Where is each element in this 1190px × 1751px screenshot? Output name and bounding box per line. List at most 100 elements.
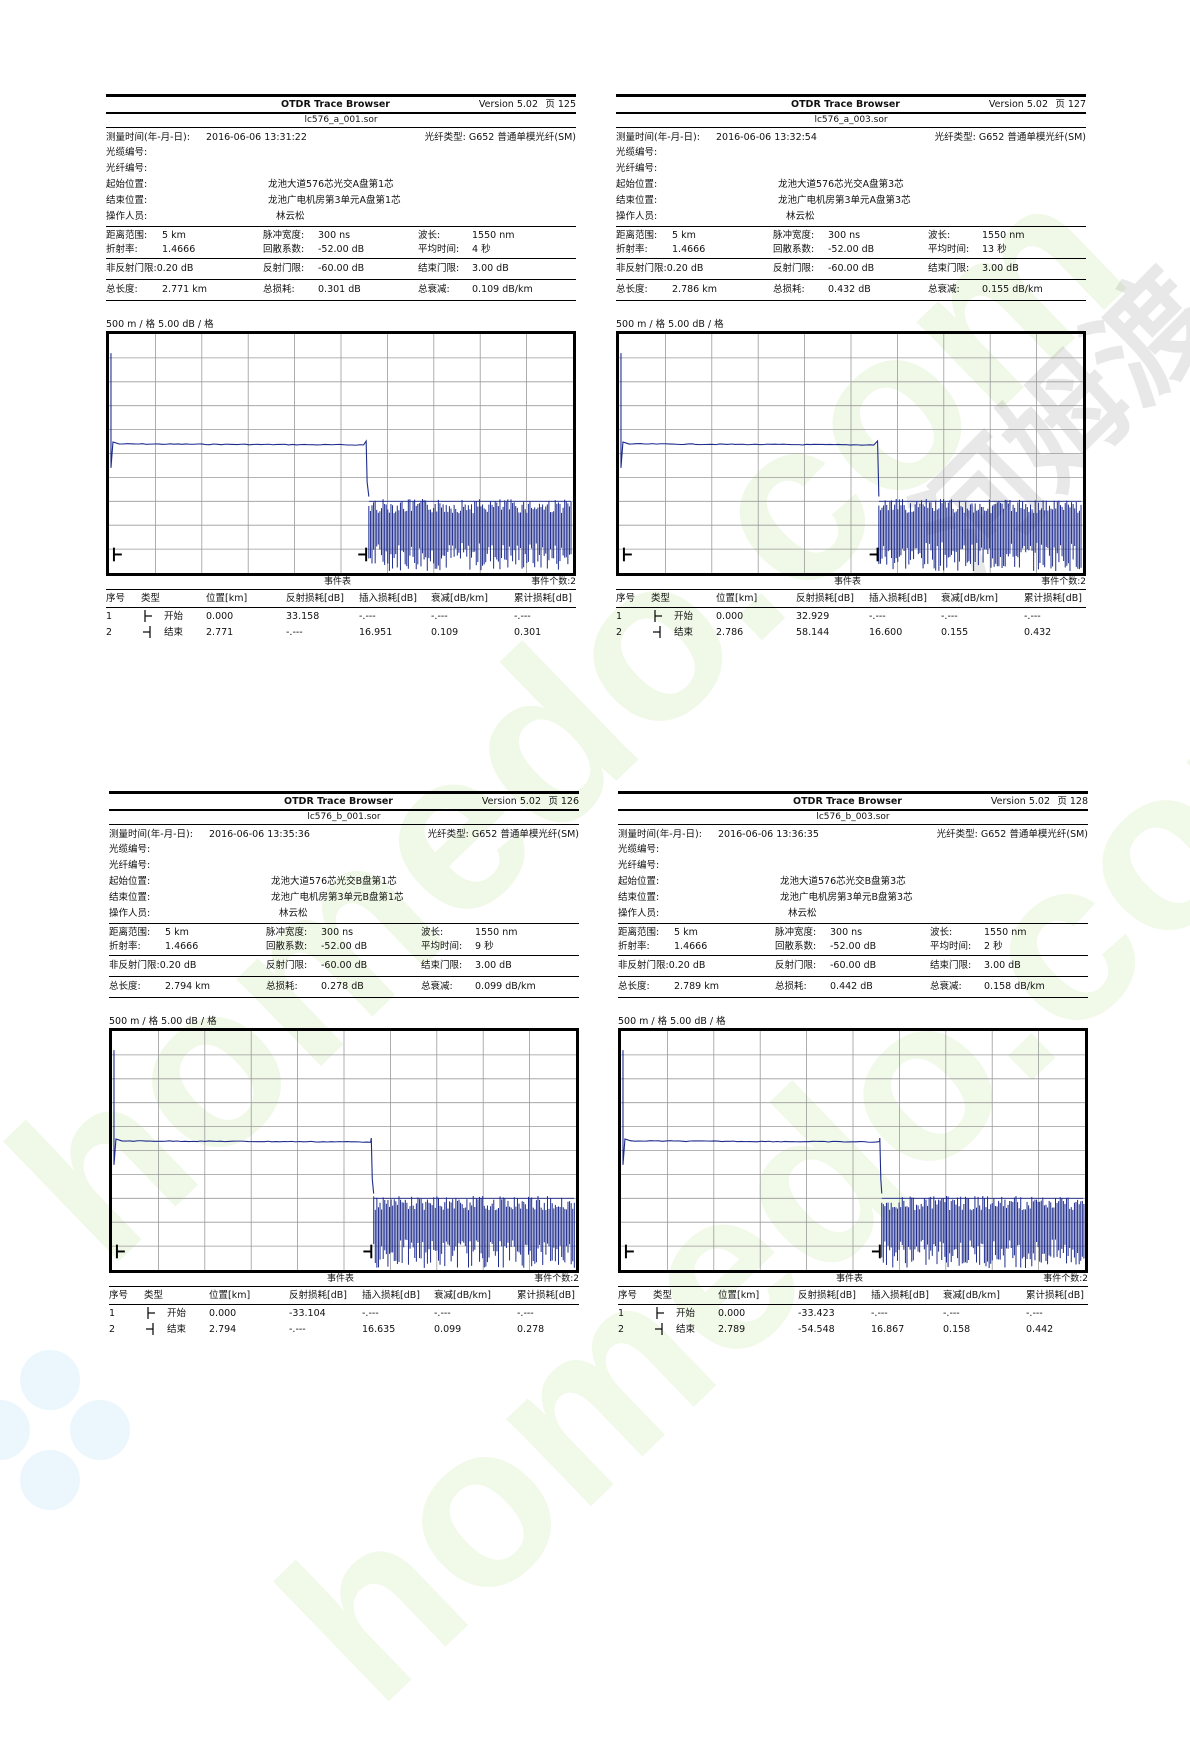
event-reflectance: 58.144 [796,627,830,638]
event-insertion-loss: 16.951 [359,627,393,638]
test-parameters: 距离范围: 5 km 脉冲宽度: 300 ns 波长: 1550 nm 折射率:… [106,226,576,258]
label-refl-threshold: 反射门限: [775,960,817,971]
col-reflectance: 反射损耗[dB] [289,1290,347,1301]
label-end-location: 结束位置: [618,892,660,903]
col-cumulative-loss: 累计损耗[dB] [1024,593,1082,604]
total-length: 2.786 km [672,284,717,295]
event-row: 1 开始 0.000 -33.104 -.--- -.--- -.--- [109,1305,579,1321]
start-event-icon [147,1307,155,1319]
label-wavelength: 波长: [418,230,441,241]
label-range: 距离范围: [616,230,658,241]
version-label: Version 5.02 [988,99,1048,110]
label-wavelength: 波长: [421,927,444,938]
app-title: OTDR Trace Browser [791,99,900,110]
noise-floor [878,498,1082,571]
start-marker [112,547,122,562]
col-cumulative-loss: 累计损耗[dB] [517,1290,575,1301]
measurement-info: 测量时间(年-月-日): 2016-06-06 13:31:22 光纤类型: G… [106,127,576,226]
label-total-length: 总长度: [616,284,648,295]
event-cumulative-loss: 0.442 [1026,1324,1054,1335]
chart-scale-label: 500 m / 格 5.00 dB / 格 [109,1016,217,1027]
refractive-index: 1.4666 [162,244,196,255]
col-no: 序号 [109,1290,129,1301]
label-range: 距离范围: [109,927,151,938]
event-insertion-loss: 16.600 [869,627,903,638]
event-attenuation: -.--- [943,1308,960,1319]
event-table-caption: 事件表 事件个数:2 [616,576,1086,589]
label-backscatter: 回散系数: [263,244,305,255]
label-ior: 折射率: [106,244,138,255]
label-time: 测量时间(年-月-日): [616,132,700,143]
event-reflectance: -.--- [289,1324,306,1335]
section-rule [109,997,579,998]
summary-totals: 总长度: 2.786 km 总损耗: 0.432 dB 总衰减: 0.155 d… [616,279,1086,300]
label-wavelength: 波长: [930,927,953,938]
label-refl-threshold: 反射门限: [266,960,308,971]
otdr-trace-chart [109,1028,579,1273]
nonreflective-threshold: 非反射门限:0.20 dB [618,960,706,971]
event-reflectance: -33.423 [798,1308,835,1319]
nonreflective-threshold: 非反射门限:0.20 dB [616,263,704,274]
event-cumulative-loss: 0.278 [517,1324,545,1335]
backscatter-coef: -52.00 dB [321,941,368,952]
fiber-type: 光纤类型: G652 普通单模光纤(SM) [424,132,576,143]
event-position: 2.771 [206,627,234,638]
measurement-info: 测量时间(年-月-日): 2016-06-06 13:32:54 光纤类型: G… [616,127,1086,226]
total-loss: 0.301 dB [318,284,361,295]
col-type: 类型 [144,1290,164,1301]
col-type: 类型 [651,593,671,604]
event-type: 开始 [164,611,184,622]
event-insertion-loss: -.--- [359,611,376,622]
event-table-header: 序号 类型 位置[km] 反射损耗[dB] 插入损耗[dB] 衰减[dB/km]… [106,589,576,608]
label-backscatter: 回散系数: [266,941,308,952]
end-event-icon [146,1323,154,1335]
event-table-header: 序号 类型 位置[km] 反射损耗[dB] 插入损耗[dB] 衰减[dB/km]… [616,589,1086,608]
label-end-location: 结束位置: [616,195,658,206]
average-time: 13 秒 [982,244,1007,255]
event-cumulative-loss: -.--- [514,611,531,622]
col-insertion-loss: 插入损耗[dB] [359,593,417,604]
page-number: 页 125 [545,99,576,110]
header-rule [618,791,1088,794]
event-insertion-loss: -.--- [871,1308,888,1319]
label-range: 距离范围: [618,927,660,938]
section-rule [618,997,1088,998]
event-row: 2 结束 2.786 58.144 16.600 0.155 0.432 [616,624,1086,640]
version-label: Version 5.02 [990,796,1050,807]
label-wavelength: 波长: [928,230,951,241]
report-header: OTDR Trace Browser Version 5.02 页 128 [618,794,1088,809]
otdr-report-panel: OTDR Trace Browser Version 5.02 页 126 lc… [109,791,579,1337]
event-position: 0.000 [209,1308,237,1319]
event-no: 2 [618,1324,625,1335]
label-avg-time: 平均时间: [418,244,460,255]
label-time: 测量时间(年-月-日): [618,829,702,840]
event-count: 事件个数:2 [531,577,576,587]
event-type: 结束 [676,1324,696,1335]
label-fiber-id: 光纤编号: [106,163,148,174]
label-start-location: 起始位置: [616,179,658,190]
label-start-location: 起始位置: [106,179,148,190]
label-fiber-id: 光纤编号: [109,860,151,871]
fiber-type: 光纤类型: G652 普通单模光纤(SM) [934,132,1086,143]
operator-name: 林云松 [279,908,308,919]
wavelength: 1550 nm [475,927,518,938]
otdr-report-panel: OTDR Trace Browser Version 5.02 页 128 lc… [618,791,1088,1337]
operator-name: 林云松 [786,211,815,222]
distance-range: 5 km [162,230,186,241]
end-threshold: 3.00 dB [472,263,509,274]
event-count: 事件个数:2 [534,1274,579,1284]
nonreflective-threshold: 非反射门限:0.20 dB [106,263,194,274]
label-end-threshold: 结束门限: [928,263,970,274]
fiber-trace-line [622,1050,883,1194]
event-table-caption: 事件表 事件个数:2 [618,1273,1088,1286]
page-number: 页 128 [1057,796,1088,807]
event-table-caption: 事件表 事件个数:2 [109,1273,579,1286]
col-attenuation: 衰减[dB/km] [943,1290,1000,1301]
thresholds: 非反射门限:0.20 dB 反射门限: -60.00 dB 结束门限: 3.00… [109,955,579,976]
label-total-length: 总长度: [618,981,650,992]
fiber-trace-line [113,1050,375,1194]
col-reflectance: 反射损耗[dB] [798,1290,856,1301]
col-insertion-loss: 插入损耗[dB] [362,1290,420,1301]
event-cumulative-loss: -.--- [1024,611,1041,622]
event-row: 1 开始 0.000 32.929 -.--- -.--- -.--- [616,608,1086,624]
